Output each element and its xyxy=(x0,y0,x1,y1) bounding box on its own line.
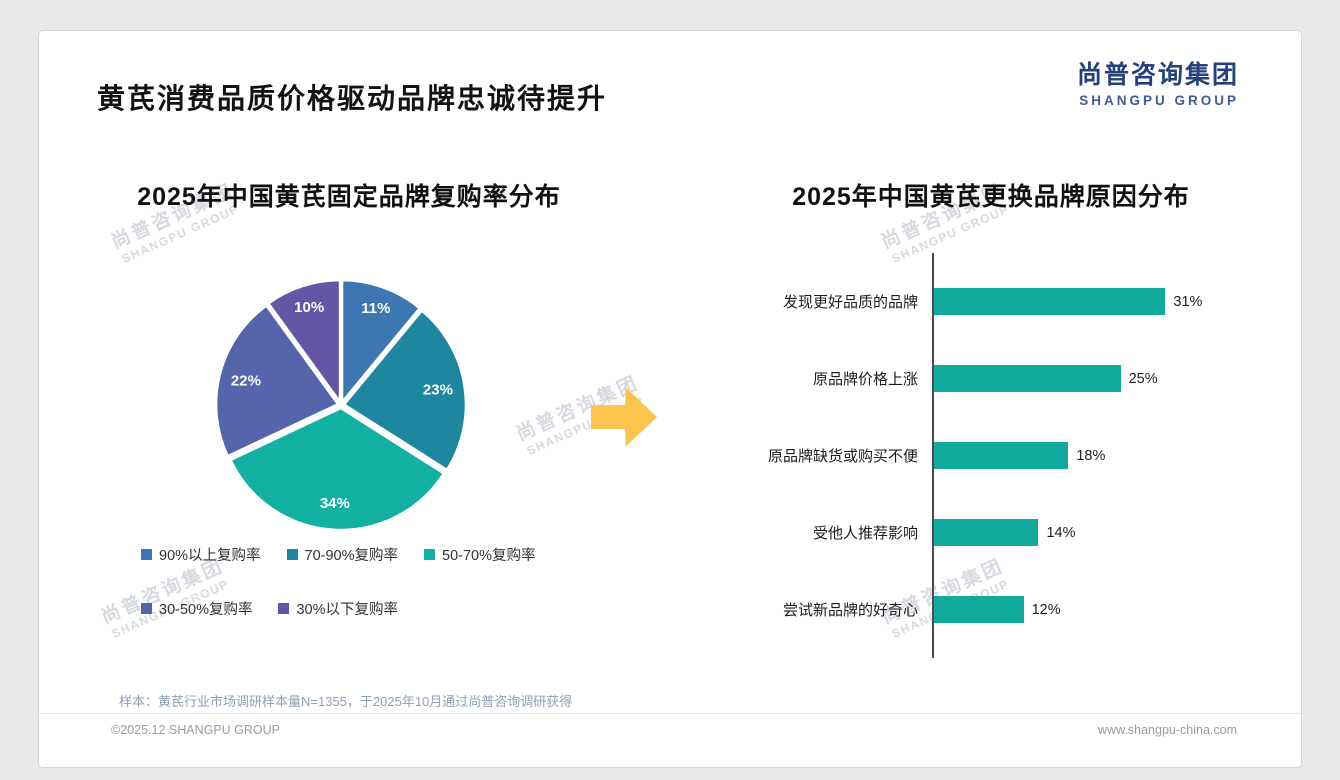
legend-item: 30-50%复购率 xyxy=(141,598,252,619)
pie-chart-svg: 11% 23% 34% 22% 10% xyxy=(214,278,468,532)
footer-divider xyxy=(39,713,1301,714)
copyright-text: ©2025.12 SHANGPU GROUP xyxy=(111,723,280,737)
bar-row: 发现更好品质的品牌 31% xyxy=(679,263,1245,340)
pie-slice-label: 34% xyxy=(320,495,350,512)
legend-label: 30-50%复购率 xyxy=(159,601,253,618)
legend-swatch xyxy=(278,602,290,614)
bar-row: 原品牌价格上涨 25% xyxy=(679,340,1245,417)
pie-slice-label: 10% xyxy=(294,299,324,316)
bar-category-label: 原品牌缺货或购买不便 xyxy=(767,448,918,465)
bar xyxy=(934,442,1069,469)
bar-value-label: 18% xyxy=(1076,447,1106,464)
legend-label: 90%以上复购率 xyxy=(159,547,261,564)
bar-value-label: 25% xyxy=(1128,370,1158,387)
bar-value-label: 14% xyxy=(1046,524,1076,541)
page-title: 黄芪消费品质价格驱动品牌忠诚待提升 xyxy=(97,83,608,114)
bar-value-label: 31% xyxy=(1173,293,1203,310)
bar-chart: 发现更好品质的品牌 31% 原品牌价格上涨 25% 原品牌缺货或购买不便 18% 受他人推荐… xyxy=(679,253,1245,658)
bar-track: 12% xyxy=(932,596,1245,623)
logo-en-text: SHANGPU GROUP xyxy=(1079,93,1239,108)
pie-slice xyxy=(266,278,342,406)
legend-label: 30%以下复购率 xyxy=(296,601,399,618)
bar-category-label: 原品牌价格上涨 xyxy=(812,371,918,388)
legend-item: 70-90%复购率 xyxy=(286,544,399,565)
bar xyxy=(934,365,1121,392)
bar-category-label: 尝试新品牌的好奇心 xyxy=(782,602,918,619)
legend-row: 90%以上复购率 70-90%复购率 50-70%复购率 xyxy=(141,543,631,565)
legend-row: 30-50%复购率 30%以下复购率 xyxy=(141,597,631,619)
legend-swatch xyxy=(141,602,152,614)
pie-slice xyxy=(342,308,468,472)
pie-slice-label: 22% xyxy=(231,373,261,390)
legend-swatch xyxy=(286,548,298,560)
legend-item: 30%以下复购率 xyxy=(278,598,398,619)
pie-legend: 90%以上复购率 70-90%复购率 50-70%复购率 30-50%复购率 30%以… xyxy=(141,543,631,651)
bar-chart-axis-line xyxy=(932,253,934,658)
bar xyxy=(934,596,1024,623)
pie-slice xyxy=(340,278,422,406)
legend-item: 90%以上复购率 xyxy=(141,544,261,565)
pie-slice-label: 23% xyxy=(423,382,453,399)
bar-track: 31% xyxy=(932,288,1245,315)
bar-row: 受他人推荐影响 14% xyxy=(679,494,1245,571)
legend-label: 50-70%复购率 xyxy=(442,547,536,564)
pie-chart-title: 2025年中国黄芪固定品牌复购率分布 xyxy=(137,183,561,211)
slide: 黄芪消费品质价格驱动品牌忠诚待提升 尚普咨询集团 SHANGPU GROUP 尚… xyxy=(38,30,1302,768)
bar-chart-title: 2025年中国黄芪更换品牌原因分布 xyxy=(792,183,1190,211)
bar-track: 18% xyxy=(932,442,1245,469)
pie-slice xyxy=(214,303,340,458)
pie-slice xyxy=(228,406,446,532)
pie-slice-label: 11% xyxy=(361,300,390,317)
legend-swatch xyxy=(141,548,152,560)
legend-item: 50-70%复购率 xyxy=(424,544,536,565)
bar-track: 25% xyxy=(932,365,1245,392)
right-arrow-icon xyxy=(591,387,657,447)
bar xyxy=(934,519,1039,546)
bar-track: 14% xyxy=(932,519,1245,546)
bar-category-label: 受他人推荐影响 xyxy=(812,525,918,542)
legend-swatch xyxy=(424,548,436,560)
pie-chart: 11% 23% 34% 22% 10% xyxy=(191,255,491,555)
sample-note: 样本：黄芪行业市场调研样本量N=1355，于2025年10月通过尚普咨询调研获得 xyxy=(119,694,573,709)
website-text: www.shangpu-china.com xyxy=(1098,723,1237,737)
bar-value-label: 12% xyxy=(1031,601,1061,618)
bar-row: 尝试新品牌的好奇心 12% xyxy=(679,571,1245,648)
bar xyxy=(934,288,1166,315)
bar-row: 原品牌缺货或购买不便 18% xyxy=(679,417,1245,494)
bar-category-label: 发现更好品质的品牌 xyxy=(782,294,918,311)
logo-cn-text: 尚普咨询集团 xyxy=(1076,61,1239,89)
bar-rows: 发现更好品质的品牌 31% 原品牌价格上涨 25% 原品牌缺货或购买不便 18% 受他人推荐… xyxy=(679,253,1245,658)
company-logo: 尚普咨询集团 SHANGPU GROUP xyxy=(1077,55,1239,108)
legend-label: 70-90%复购率 xyxy=(304,547,399,564)
